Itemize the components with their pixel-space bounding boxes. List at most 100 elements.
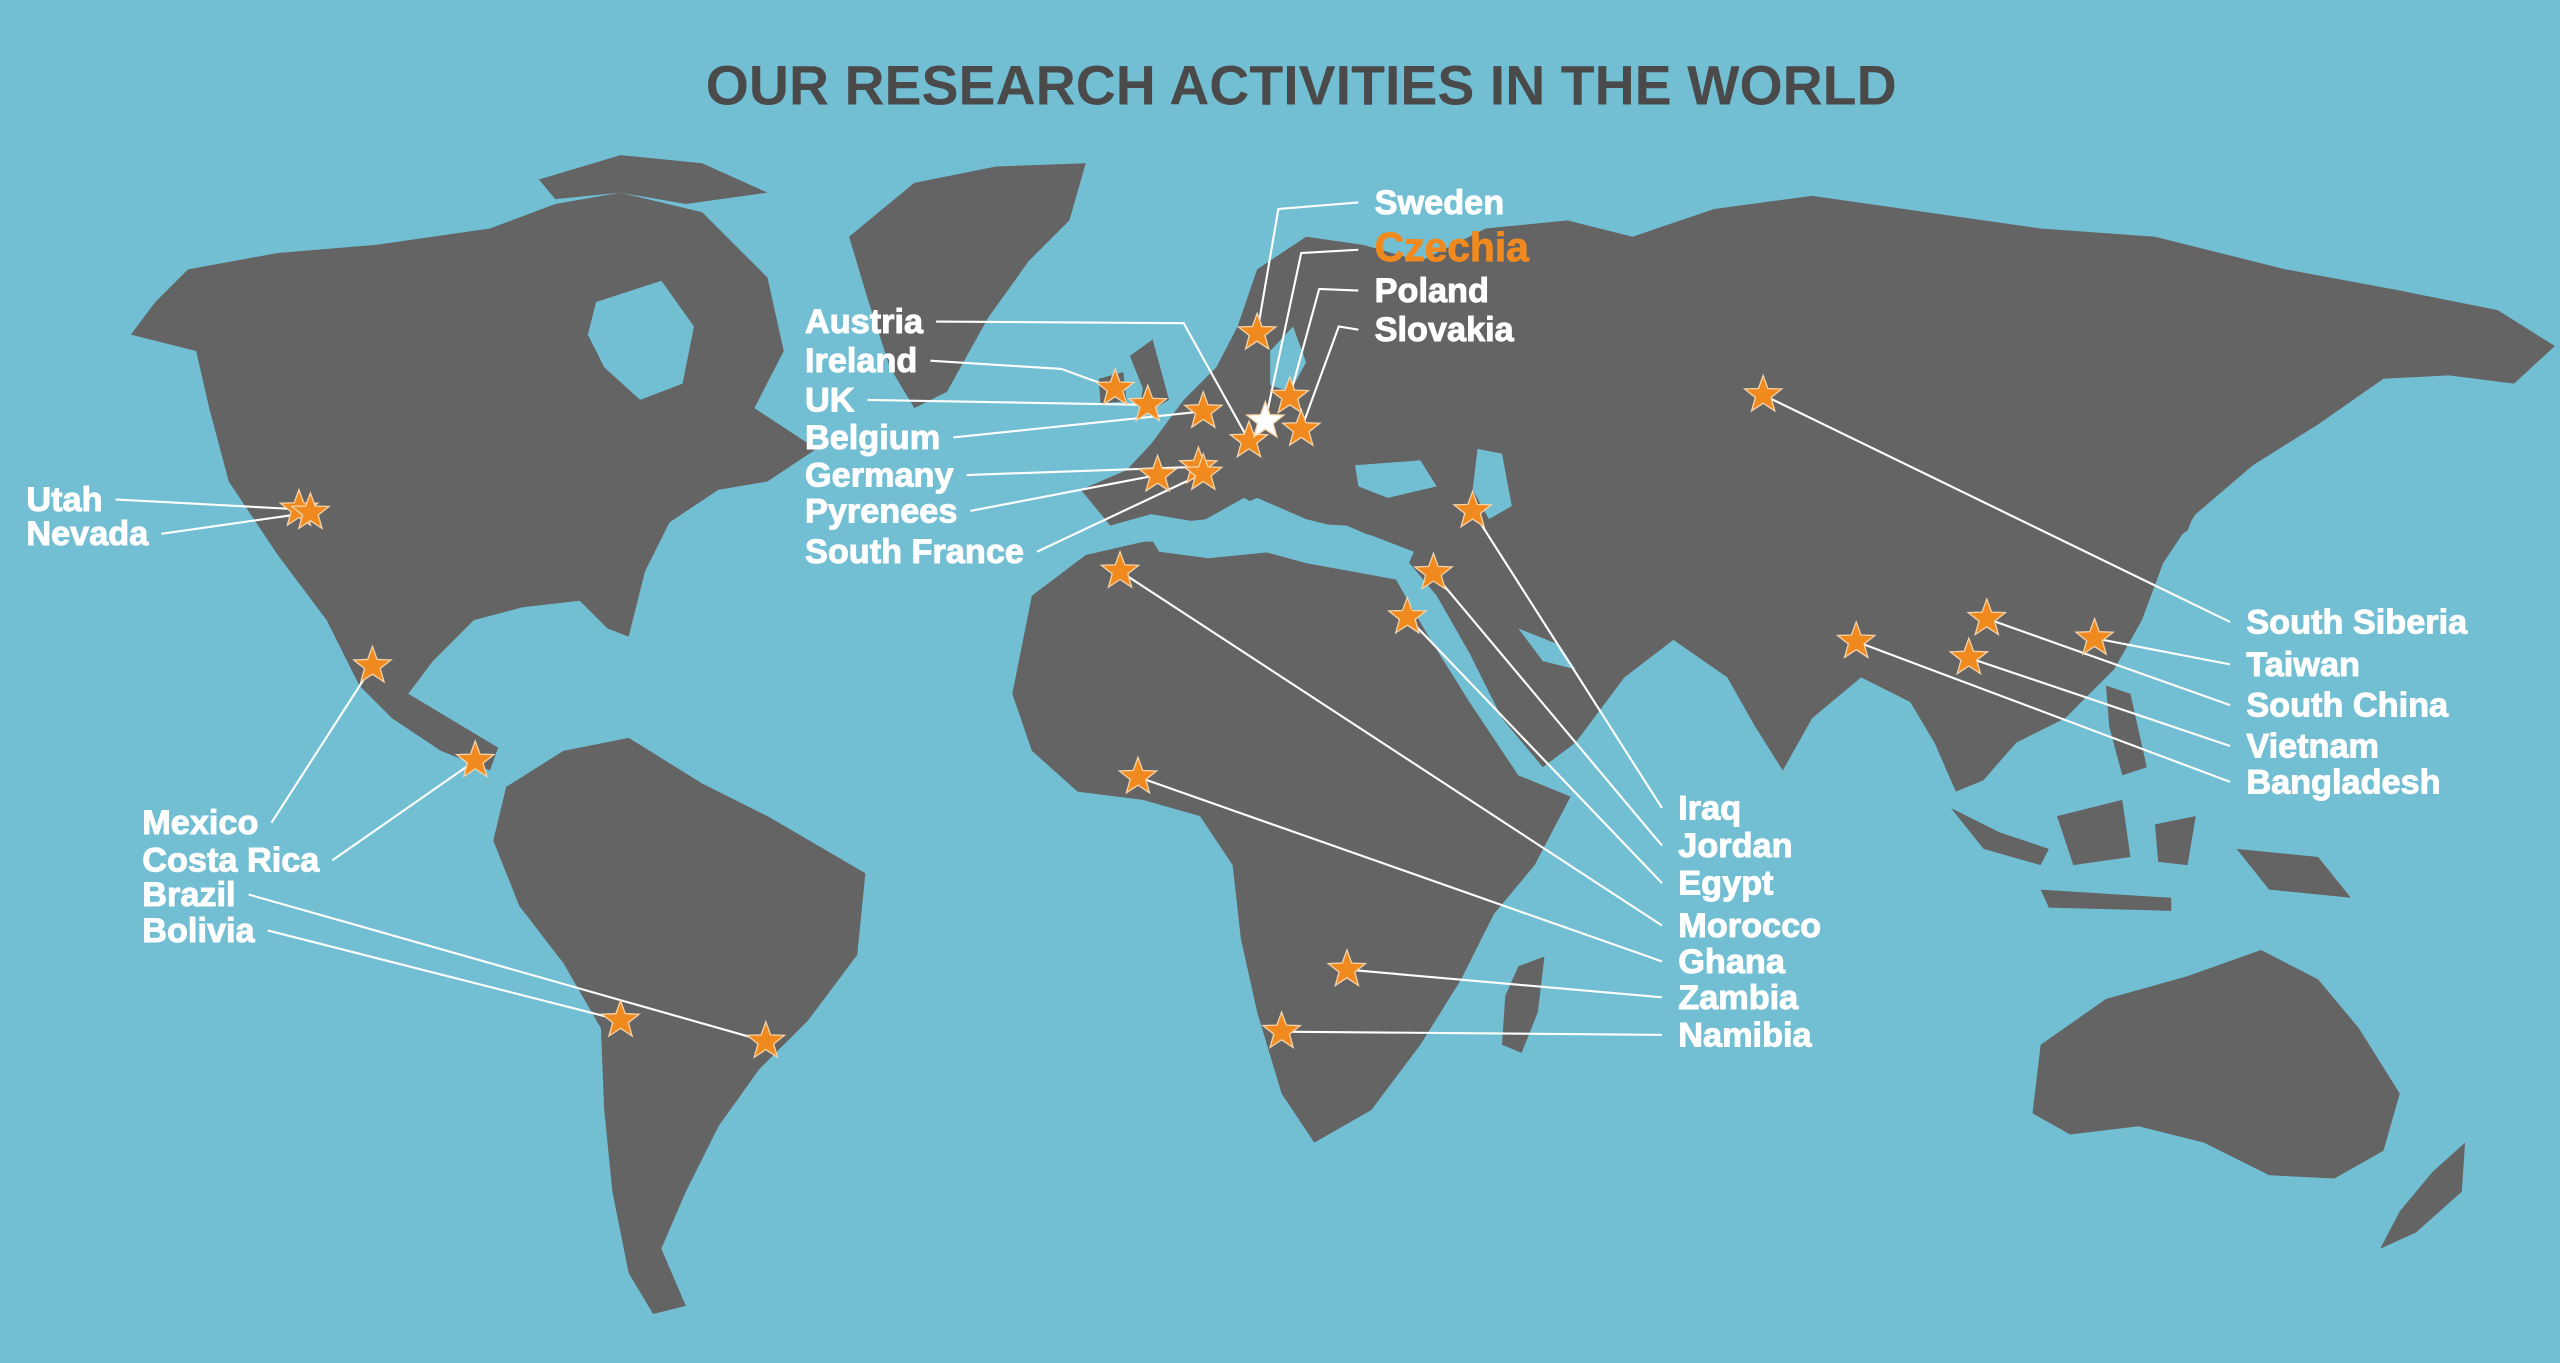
leader-line-iraq [1471, 510, 1663, 809]
star-icon[interactable] [1413, 551, 1454, 591]
map-title: OUR RESEARCH ACTIVITIES IN THE WORLD [706, 54, 1897, 116]
leader-line-south-siberia [1762, 394, 2231, 623]
leader-line-slovakia [1300, 325, 1359, 430]
baltic-sea [1270, 326, 1307, 392]
label-austria: Austria [805, 303, 924, 341]
label-germany: Germany [805, 456, 954, 494]
label-uk: UK [805, 381, 855, 419]
leader-line-austria [936, 320, 1250, 442]
label-bolivia: Bolivia [142, 912, 255, 950]
hudson-bay [587, 280, 694, 400]
persian-gulf [1518, 628, 1576, 670]
continents [130, 155, 2555, 1315]
label-czechia: Czechia [1375, 224, 1529, 270]
star-icon[interactable] [1835, 620, 1877, 659]
leader-line-egypt [1406, 616, 1663, 884]
star-icon[interactable] [1228, 419, 1270, 459]
star-icon[interactable] [1117, 755, 1159, 795]
label-south-siberia: South Siberia [2246, 603, 2468, 641]
leader-line-south-france [1036, 472, 1204, 553]
label-brazil: Brazil [142, 876, 235, 914]
indonesia [1950, 799, 2351, 911]
star-icon[interactable] [1966, 597, 2008, 637]
leader-line-morocco [1119, 570, 1663, 927]
star-icon[interactable] [1261, 1010, 1303, 1049]
star-icon[interactable] [1386, 595, 1428, 635]
star-icon[interactable] [1182, 451, 1224, 491]
star-icon[interactable] [352, 644, 393, 684]
star-icon[interactable] [1244, 399, 1286, 439]
label-pyrenees: Pyrenees [805, 492, 957, 530]
leader-line-czechia [1264, 248, 1359, 422]
star-icon[interactable] [1127, 383, 1169, 423]
mediterranean-sea [1142, 497, 1414, 575]
label-namibia: Namibia [1678, 1016, 1812, 1054]
label-mexico: Mexico [142, 804, 258, 842]
star-icon[interactable] [1099, 549, 1141, 589]
leader-line-vietnam [1968, 656, 2231, 747]
leader-lines [115, 201, 2231, 1043]
leader-line-bolivia [267, 929, 621, 1022]
label-belgium: Belgium [805, 419, 940, 457]
leader-line-uk [867, 398, 1148, 406]
location-markers [278, 311, 2115, 1059]
star-icon[interactable] [1236, 311, 1278, 351]
caspian-sea [1472, 448, 1512, 520]
leader-line-bangladesh [1855, 640, 2231, 783]
label-utah: Utah [26, 481, 102, 519]
star-icon[interactable] [745, 1019, 787, 1059]
leader-line-sweden [1256, 201, 1359, 334]
star-icon[interactable] [2074, 616, 2115, 656]
star-icon[interactable] [1742, 373, 1784, 413]
greenland [849, 163, 1086, 409]
star-icon[interactable] [1137, 453, 1178, 493]
star-icon[interactable] [454, 739, 496, 779]
label-south-china: South China [2246, 687, 2449, 725]
label-sweden: Sweden [1375, 184, 1504, 222]
japan [2146, 437, 2208, 559]
label-bangladesh: Bangladesh [2246, 763, 2440, 801]
label-zambia: Zambia [1678, 979, 1799, 1017]
label-ghana: Ghana [1678, 943, 1786, 981]
star-icon[interactable] [1094, 366, 1136, 406]
label-vietnam: Vietnam [2246, 727, 2379, 765]
label-south-france: South France [805, 533, 1024, 571]
leader-line-costa-rica [331, 759, 476, 862]
label-taiwan: Taiwan [2246, 646, 2360, 684]
arctic-islands [538, 155, 768, 205]
label-morocco: Morocco [1678, 907, 1821, 945]
star-icon[interactable] [1948, 636, 1990, 676]
madagascar [1501, 956, 1545, 1053]
label-slovakia: Slovakia [1375, 311, 1515, 349]
leader-line-ghana [1137, 775, 1663, 963]
leader-line-belgium [953, 410, 1204, 439]
leader-line-taiwan [2094, 637, 2231, 666]
star-icon[interactable] [1182, 389, 1224, 429]
label-costa-rica: Costa Rica [142, 842, 320, 880]
star-icon[interactable] [289, 491, 331, 530]
eurasia [1080, 195, 2555, 792]
leader-line-poland [1288, 287, 1359, 397]
leader-line-utah [115, 498, 300, 511]
label-jordan: Jordan [1678, 827, 1792, 865]
label-poland: Poland [1375, 272, 1489, 310]
black-sea [1355, 460, 1437, 498]
leader-line-nevada [161, 511, 311, 535]
star-icon[interactable] [600, 998, 641, 1038]
star-icon[interactable] [1452, 489, 1494, 529]
label-ireland: Ireland [805, 342, 917, 380]
new-zealand [2380, 1142, 2466, 1249]
label-egypt: Egypt [1678, 865, 1773, 903]
star-icon[interactable] [1280, 407, 1322, 447]
star-icon[interactable] [1269, 375, 1311, 415]
australia [2032, 950, 2400, 1179]
leader-line-pyrenees [970, 473, 1158, 512]
leader-line-south-china [1986, 617, 2231, 707]
africa [1012, 538, 1571, 1143]
leader-line-jordan [1432, 572, 1663, 847]
leader-line-zambia [1346, 968, 1663, 999]
label-iraq: Iraq [1678, 789, 1741, 827]
leader-line-namibia [1281, 1030, 1662, 1036]
star-icon[interactable] [1326, 948, 1368, 987]
